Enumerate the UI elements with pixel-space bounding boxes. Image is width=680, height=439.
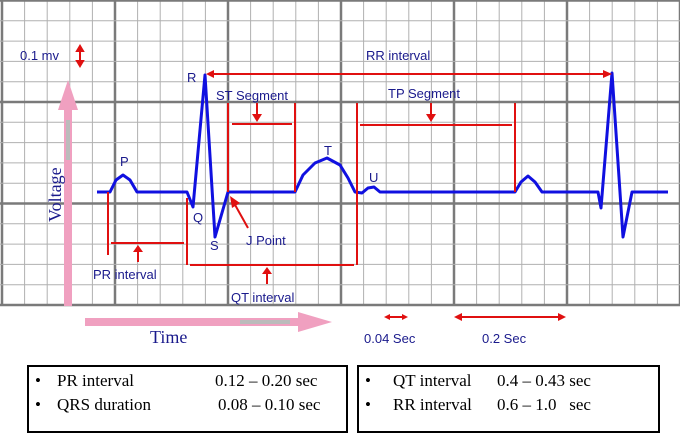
st-segment-label: ST Segment <box>216 88 288 103</box>
small-box-time-label: 0.04 Sec <box>364 331 416 346</box>
item-value: 0.12 – 0.20 sec <box>215 371 318 390</box>
rr-interval-label: RR interval <box>366 48 430 63</box>
q-wave-label: Q <box>193 210 203 225</box>
list-item: • QRS duration 0.08 – 0.10 sec <box>35 393 340 417</box>
r-wave-label: R <box>187 70 196 85</box>
pr-interval-label: PR interval <box>93 267 157 282</box>
s-wave-label: S <box>210 238 219 253</box>
bullet: • <box>365 371 371 390</box>
voltage-axis-arrow <box>58 80 78 306</box>
time-axis-arrow <box>85 312 332 332</box>
bullet: • <box>35 395 41 414</box>
item-value: 0.6 – 1.0 sec <box>497 395 591 414</box>
ecg-grid <box>0 0 680 307</box>
list-item: • RR interval 0.6 – 1.0 sec <box>365 393 652 417</box>
list-item: • QT interval 0.4 – 0.43 sec <box>365 369 652 393</box>
normal-values-left-box: • PR interval 0.12 – 0.20 sec • QRS duratio… <box>27 365 348 433</box>
item-name: QT interval <box>393 371 472 390</box>
item-value: 0.08 – 0.10 sec <box>218 395 321 414</box>
qt-interval-label: QT interval <box>231 290 294 305</box>
list-item: • PR interval 0.12 – 0.20 sec <box>35 369 340 393</box>
item-name: PR interval <box>57 371 134 390</box>
bullet: • <box>365 395 371 414</box>
ecg-trace <box>97 71 668 239</box>
bullet: • <box>35 371 41 390</box>
p-wave-label: P <box>120 154 129 169</box>
time-axis-label: Time <box>150 327 187 347</box>
annotations <box>75 44 612 318</box>
item-name: RR interval <box>393 395 472 414</box>
item-value: 0.4 – 0.43 sec <box>497 371 591 390</box>
j-point-label: J Point <box>246 233 286 248</box>
tp-segment-label: TP Segment <box>388 86 460 101</box>
item-name: QRS duration <box>57 395 151 414</box>
large-box-time-label: 0.2 Sec <box>482 331 527 346</box>
voltage-axis-label: Voltage <box>45 167 65 222</box>
normal-values-right-box: • QT interval 0.4 – 0.43 sec • RR interval 0… <box>357 365 660 433</box>
u-wave-label: U <box>369 170 378 185</box>
t-wave-label: T <box>324 143 332 158</box>
voltage-scale-label: 0.1 mv <box>20 48 60 63</box>
